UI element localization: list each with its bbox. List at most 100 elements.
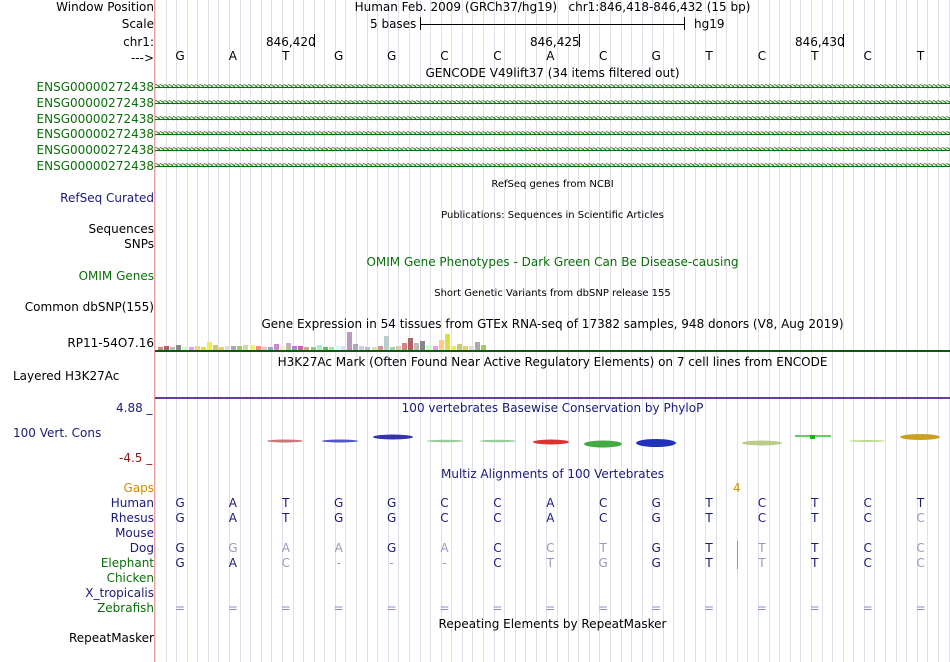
gtex-tissue-bar[interactable]	[469, 346, 475, 350]
gencode-transcript-line[interactable]	[155, 87, 950, 88]
gtex-tissue-bar[interactable]	[170, 347, 176, 350]
gtex-tissue-bar[interactable]	[292, 346, 298, 350]
sequences-track-label[interactable]: Sequences	[88, 222, 154, 236]
gtex-tissue-bar[interactable]	[347, 332, 353, 350]
gtex-tissue-bar[interactable]	[164, 346, 170, 350]
gtex-tissue-bar[interactable]	[322, 347, 328, 350]
omim-track-label[interactable]: OMIM Genes	[78, 269, 154, 283]
gtex-tissue-bar[interactable]	[249, 345, 255, 350]
gtex-tissue-bar[interactable]	[158, 347, 163, 350]
alignment-base: G	[175, 541, 185, 555]
conservation-logo[interactable]	[155, 425, 950, 455]
gtex-gene-label[interactable]: RP11-54O7.16	[67, 336, 154, 350]
gtex-tissue-bar[interactable]	[267, 347, 273, 350]
gtex-track-title[interactable]: Gene Expression in 54 tissues from GTEx …	[261, 317, 844, 331]
cons-track-label[interactable]: 100 Vert. Cons	[13, 426, 102, 440]
gtex-tissue-bar[interactable]	[359, 346, 365, 350]
gtex-tissue-bar[interactable]	[414, 343, 420, 350]
gtex-tissue-bar[interactable]	[286, 343, 292, 350]
gtex-tissue-bar[interactable]	[243, 345, 249, 350]
gtex-tissue-bar[interactable]	[310, 347, 316, 350]
alignment-base: C	[598, 496, 608, 510]
h3k27ac-track-title[interactable]: H3K27Ac Mark (Often Found Near Active Re…	[277, 355, 828, 369]
gtex-tissue-bar[interactable]	[395, 346, 401, 350]
gtex-tissue-bar[interactable]	[420, 341, 426, 350]
gtex-tissue-bar[interactable]	[231, 346, 237, 350]
gtex-tissue-bar[interactable]	[353, 344, 359, 350]
gtex-tissue-bar[interactable]	[456, 344, 462, 350]
gtex-tissue-bar[interactable]	[225, 346, 231, 350]
gtex-tissue-bar[interactable]	[365, 347, 371, 350]
gtex-tissue-bar[interactable]	[444, 334, 450, 350]
gtex-tissue-bar[interactable]	[450, 346, 456, 350]
publications-track-title[interactable]: Publications: Sequences in Scientific Ar…	[441, 210, 664, 221]
gtex-tissue-bar[interactable]	[334, 346, 340, 350]
gtex-tissue-bar[interactable]	[383, 336, 389, 350]
repeatmasker-track-label[interactable]: RepeatMasker	[68, 631, 154, 645]
gencode-item-label[interactable]: ENSG00000272438	[36, 127, 154, 141]
reference-base: A	[546, 49, 555, 63]
species-label-xtropicalis: X_tropicalis	[85, 586, 154, 600]
gtex-tissue-bar[interactable]	[212, 345, 218, 350]
gencode-item-label[interactable]: ENSG00000272438	[36, 96, 154, 110]
gtex-tissue-bar[interactable]	[432, 346, 438, 350]
snps-track-label[interactable]: SNPs	[124, 237, 154, 251]
scale-bar-text: 5 bases	[370, 17, 417, 31]
gtex-tissue-bar[interactable]	[389, 347, 395, 350]
cons-mark	[533, 439, 569, 445]
gtex-tissue-bar[interactable]	[176, 345, 182, 350]
gencode-transcript-line[interactable]	[155, 166, 950, 167]
species-label-mouse: Mouse	[115, 526, 154, 540]
gtex-tissue-bar[interactable]	[200, 347, 206, 350]
gtex-tissue-bar[interactable]	[280, 346, 285, 350]
gtex-tissue-bar[interactable]	[377, 346, 383, 350]
gtex-tissue-bar[interactable]	[408, 338, 414, 350]
track-display-area[interactable]	[155, 0, 950, 662]
multiz-track-title[interactable]: Multiz Alignments of 100 Vertebrates	[440, 467, 665, 481]
track-label-pane: Window Position Scale chr1: ---> ENSG000…	[0, 0, 154, 662]
gtex-tissue-bar[interactable]	[426, 345, 432, 350]
dbsnp-track-title[interactable]: Short Genetic Variants from dbSNP releas…	[434, 288, 671, 299]
dbsnp-track-label[interactable]: Common dbSNP(155)	[24, 300, 154, 314]
gtex-tissue-bar[interactable]	[402, 343, 407, 350]
gtex-tissue-bar[interactable]	[328, 347, 334, 350]
omim-track-title[interactable]: OMIM Gene Phenotypes - Dark Green Can Be…	[366, 255, 739, 269]
gtex-tissue-bar[interactable]	[237, 346, 243, 350]
gtex-tissue-bar[interactable]	[273, 344, 279, 350]
gtex-tissue-bar[interactable]	[316, 345, 322, 350]
gencode-transcript-line[interactable]	[155, 119, 950, 120]
gtex-tissue-bar[interactable]	[206, 342, 212, 350]
gencode-item-label[interactable]: ENSG00000272438	[36, 143, 154, 157]
cons-track-title[interactable]: 100 vertebrates Basewise Conservation by…	[401, 401, 704, 415]
gtex-tissue-bar[interactable]	[463, 346, 468, 350]
gencode-item-label[interactable]: ENSG00000272438	[36, 112, 154, 126]
alignment-base: T	[282, 511, 290, 525]
reference-base: C	[863, 49, 872, 63]
gtex-tissue-bar[interactable]	[298, 346, 304, 350]
gtex-tissue-bar[interactable]	[188, 347, 194, 350]
gencode-transcript-line[interactable]	[155, 150, 950, 151]
gencode-item-label[interactable]: ENSG00000272438	[36, 159, 154, 173]
grid-line	[314, 0, 315, 662]
gtex-tissue-bar[interactable]	[219, 347, 224, 350]
refseq-track-label[interactable]: RefSeq Curated	[60, 191, 154, 205]
gencode-track-title[interactable]: GENCODE V49lift37 (34 items filtered out…	[425, 66, 680, 80]
refseq-track-title[interactable]: RefSeq genes from NCBI	[491, 179, 614, 190]
gencode-item-label[interactable]: ENSG00000272438	[36, 80, 154, 94]
gtex-tissue-bar[interactable]	[371, 347, 377, 350]
species-label-human: Human	[110, 496, 154, 510]
gencode-transcript-line[interactable]	[155, 103, 950, 104]
gtex-tissue-bar[interactable]	[341, 346, 346, 350]
gencode-transcript-line[interactable]	[155, 134, 950, 135]
gtex-tissue-bar[interactable]	[438, 340, 444, 350]
repeatmasker-track-title[interactable]: Repeating Elements by RepeatMasker	[438, 617, 667, 631]
gtex-tissue-bar[interactable]	[475, 342, 481, 350]
gtex-tissue-bar[interactable]	[255, 346, 261, 350]
gtex-tissue-bar[interactable]	[304, 347, 310, 350]
h3k27ac-track-label[interactable]: Layered H3K27Ac	[13, 369, 120, 383]
gtex-tissue-bar[interactable]	[481, 345, 487, 350]
gtex-tissue-bar[interactable]	[182, 347, 188, 350]
gtex-tissue-bar[interactable]	[194, 346, 200, 350]
grid-line	[631, 0, 632, 662]
gtex-tissue-bar[interactable]	[261, 347, 267, 350]
